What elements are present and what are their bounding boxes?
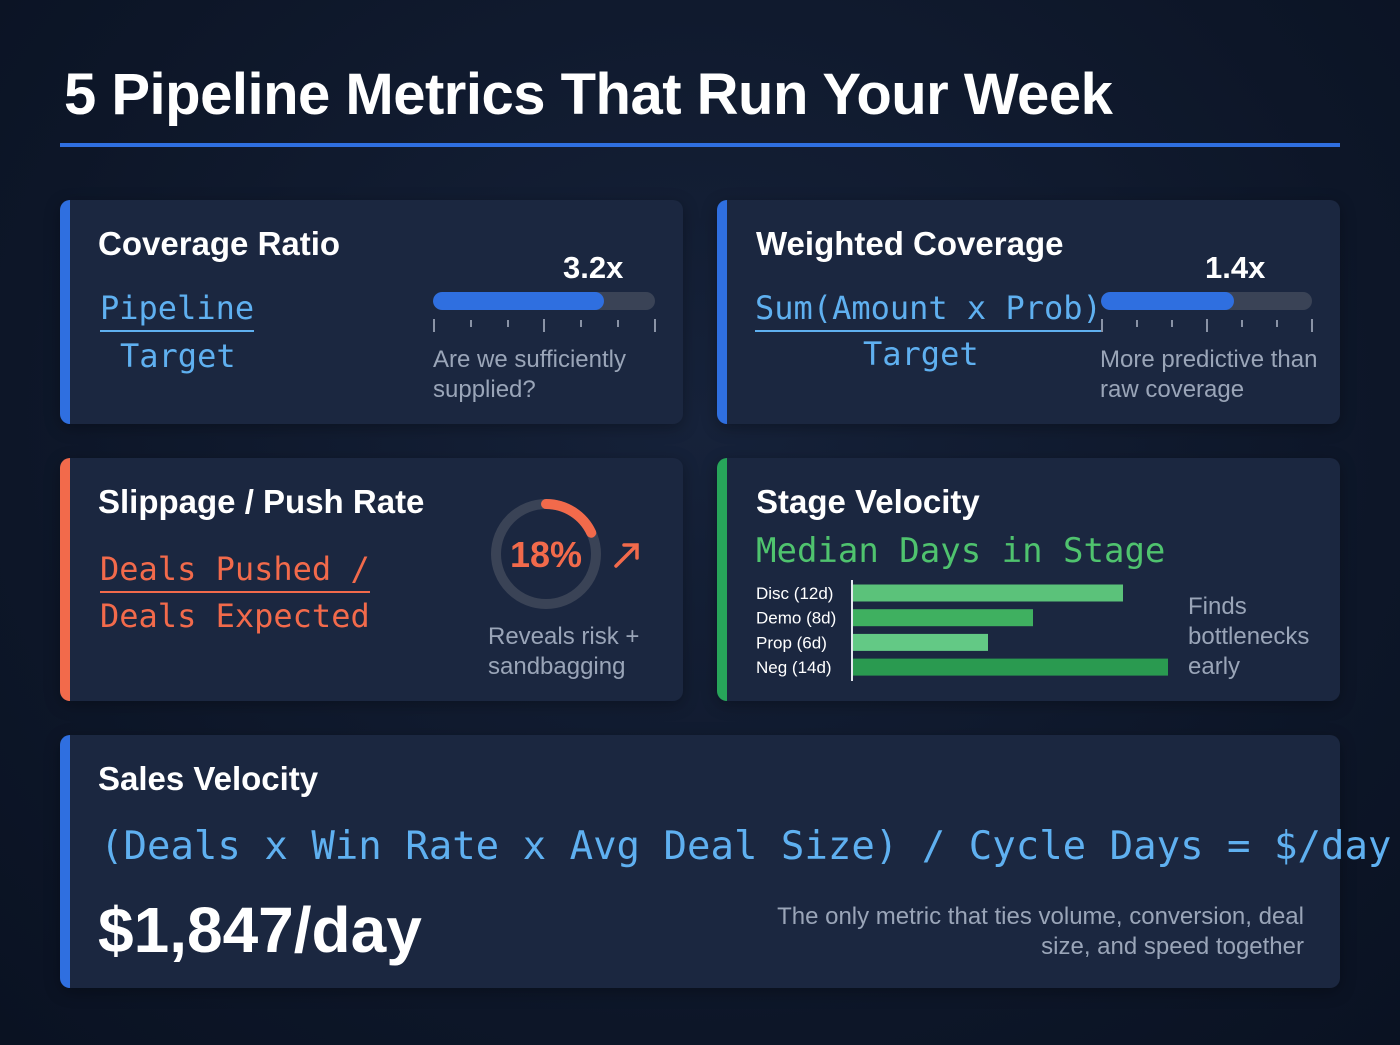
- card-title: Sales Velocity: [98, 760, 319, 797]
- note: Are we sufficiently supplied?: [433, 346, 626, 403]
- metric: 1.4x: [1205, 250, 1266, 285]
- numerator: Deals Pushed /: [100, 549, 370, 593]
- card-title: Stage Velocity: [756, 483, 980, 520]
- denominator: Target: [120, 337, 236, 375]
- numerator: Sum(Amount x Prob): [755, 288, 1102, 332]
- fill: [433, 292, 604, 310]
- note: Finds bottlenecks early: [1188, 593, 1310, 680]
- note: More predictive than raw coverage: [1100, 346, 1318, 403]
- note: Reveals risk + sandbagging: [488, 623, 640, 680]
- card: [717, 200, 1340, 424]
- track: [1101, 292, 1312, 310]
- result: $1,847/day: [98, 894, 422, 966]
- numerator: Pipeline: [100, 288, 255, 332]
- note: The only metric that ties volume, conver…: [777, 903, 1304, 960]
- title-rule: [60, 143, 1340, 147]
- card: [60, 200, 683, 424]
- denominator: Deals Expected: [100, 597, 370, 635]
- card-title: Slippage / Push Rate: [98, 483, 425, 520]
- formula: (Deals x Win Rate x Avg Deal Size) / Cyc…: [100, 824, 1392, 869]
- fill: [1101, 292, 1234, 310]
- denominator: Target: [863, 335, 979, 373]
- subtitle: Median Days in Stage: [756, 531, 1166, 571]
- card: [60, 735, 1340, 988]
- metric: 3.2x: [563, 250, 624, 285]
- card-title: Coverage Ratio: [98, 225, 341, 262]
- page-title: 5 Pipeline Metrics That Run Your Week: [64, 62, 1113, 127]
- track: [433, 292, 655, 310]
- card-title: Weighted Coverage: [756, 225, 1064, 262]
